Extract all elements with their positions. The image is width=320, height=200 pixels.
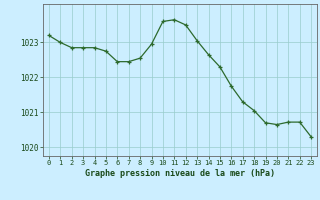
X-axis label: Graphe pression niveau de la mer (hPa): Graphe pression niveau de la mer (hPa): [85, 169, 275, 178]
